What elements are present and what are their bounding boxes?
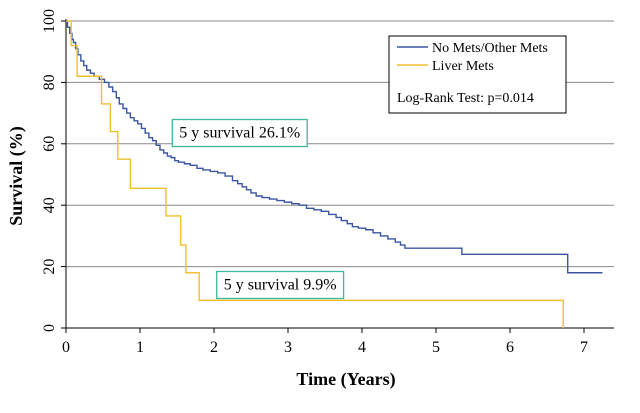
legend-box [388, 35, 567, 114]
y-tick-label-100: 100 [41, 9, 58, 33]
x-tick-label-1: 1 [136, 339, 144, 356]
annotation-text-0: 5 y survival 26.1% [179, 125, 300, 142]
x-tick-label-0: 0 [62, 339, 70, 356]
survival-curves [66, 20, 603, 328]
annotation-0: 5 y survival 26.1% [171, 118, 308, 148]
y-tick-label-60: 60 [41, 136, 58, 152]
y-axis-title: Survival (%) [6, 126, 27, 226]
x-tick-labels: 0 1 2 3 4 5 6 7 [62, 339, 588, 356]
annotation-box-0 [171, 118, 308, 148]
legend-label-liver-mets: Liver Mets [432, 59, 494, 74]
annotation-text-1: 5 y survival 9.9% [224, 276, 337, 293]
annotations: 5 y survival 26.1% 5 y survival 9.9% [171, 118, 345, 300]
series-line-no-mets-other-mets [66, 20, 603, 274]
legend-logrank-note: Log-Rank Test: p=0.014 [397, 91, 534, 106]
x-tick-label-6: 6 [506, 339, 514, 356]
axes [61, 19, 614, 333]
x-tick-label-3: 3 [284, 339, 292, 356]
y-tick-label-40: 40 [41, 197, 58, 213]
annotation-1: 5 y survival 9.9% [216, 270, 345, 300]
x-tick-label-4: 4 [358, 339, 366, 356]
x-tick-label-7: 7 [580, 339, 588, 356]
annotation-box-1 [216, 270, 345, 300]
y-tick-label-0: 0 [41, 324, 58, 332]
x-axis-title: Time (Years) [296, 369, 395, 390]
x-tick-label-2: 2 [210, 339, 218, 356]
legend-label-no-mets: No Mets/Other Mets [432, 41, 548, 56]
series-line-liver-mets [66, 20, 564, 328]
y-tick-labels: 0 20 40 60 80 100 [41, 9, 58, 332]
x-tick-label-5: 5 [432, 339, 440, 356]
y-tick-label-80: 80 [41, 74, 58, 90]
legend: No Mets/Other Mets Liver Mets Log-Rank T… [388, 35, 567, 114]
y-tick-label-20: 20 [41, 259, 58, 275]
